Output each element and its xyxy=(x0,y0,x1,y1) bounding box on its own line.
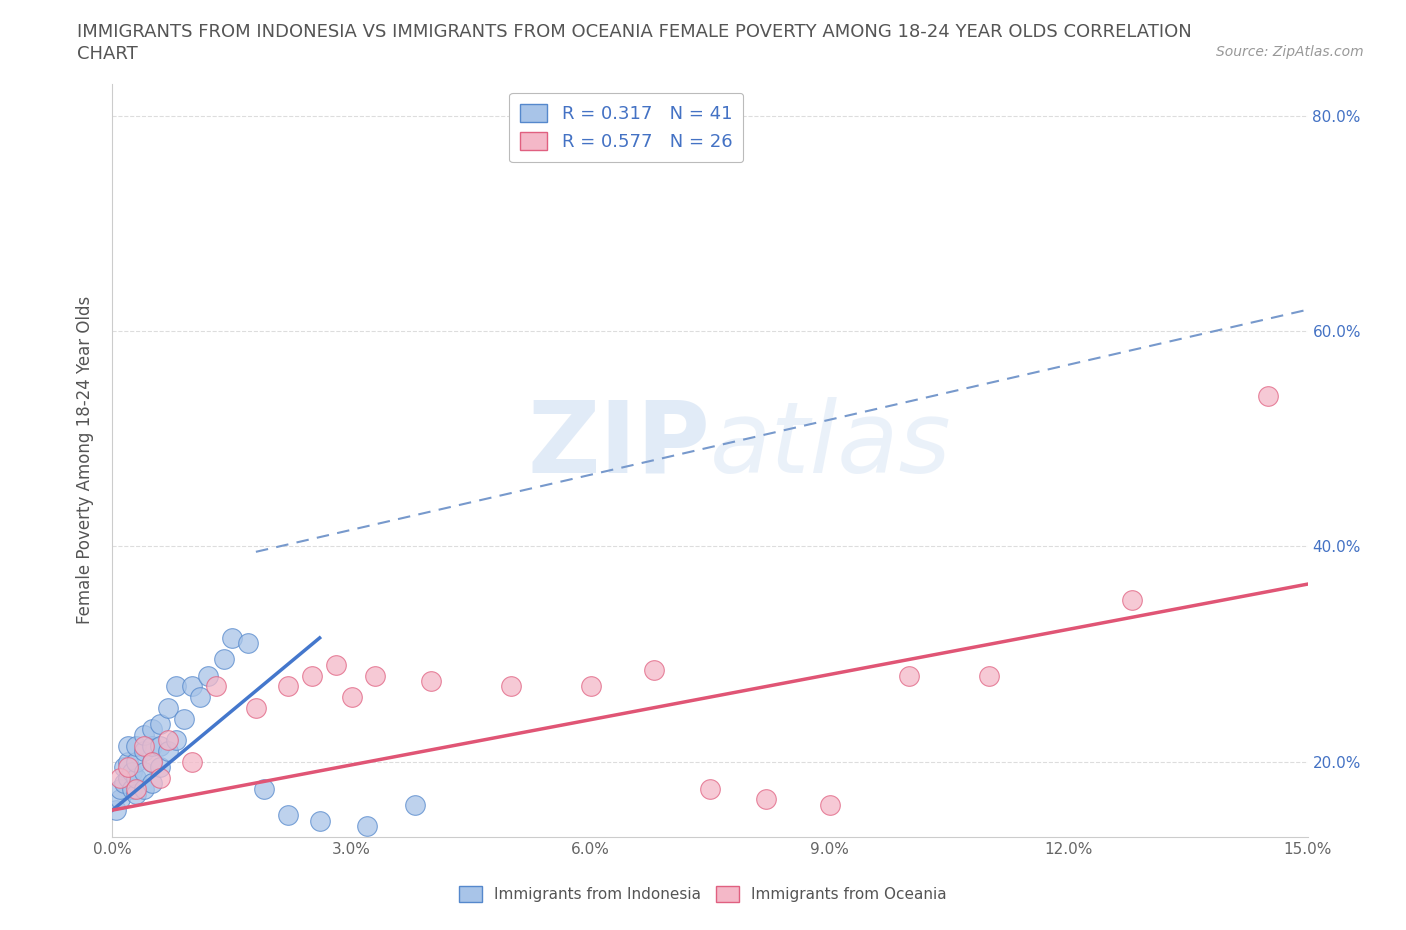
Point xyxy=(236,636,259,651)
Point xyxy=(110,781,132,796)
Point xyxy=(364,668,387,683)
Point xyxy=(205,679,228,694)
Text: CHART: CHART xyxy=(77,45,138,62)
Legend: R = 0.317   N = 41, R = 0.577   N = 26: R = 0.317 N = 41, R = 0.577 N = 26 xyxy=(509,93,744,162)
Point xyxy=(141,754,163,769)
Point xyxy=(1257,389,1279,404)
Point xyxy=(165,679,187,694)
Point xyxy=(134,765,156,780)
Point xyxy=(181,679,204,694)
Point xyxy=(898,668,921,683)
Point xyxy=(157,743,180,758)
Point xyxy=(117,738,139,753)
Point xyxy=(420,673,443,688)
Point xyxy=(221,631,243,645)
Point xyxy=(277,679,299,694)
Point xyxy=(117,754,139,769)
Point xyxy=(141,776,163,790)
Point xyxy=(125,781,148,796)
Legend: Immigrants from Indonesia, Immigrants from Oceania: Immigrants from Indonesia, Immigrants fr… xyxy=(453,880,953,909)
Point xyxy=(253,781,276,796)
Point xyxy=(117,760,139,775)
Point xyxy=(141,722,163,737)
Point xyxy=(114,760,135,775)
Point xyxy=(212,652,235,667)
Point xyxy=(165,733,187,748)
Point xyxy=(125,738,148,753)
Point xyxy=(141,754,163,769)
Point xyxy=(105,803,128,817)
Point xyxy=(110,792,132,807)
Point xyxy=(110,770,132,785)
Point xyxy=(141,738,163,753)
Point xyxy=(121,765,143,780)
Point xyxy=(404,797,426,812)
Point xyxy=(277,808,299,823)
Point xyxy=(117,770,139,785)
Point xyxy=(157,700,180,715)
Point xyxy=(308,814,330,829)
Point xyxy=(977,668,1000,683)
Point xyxy=(114,776,135,790)
Point xyxy=(579,679,602,694)
Point xyxy=(818,797,841,812)
Point xyxy=(125,770,148,785)
Point xyxy=(134,727,156,742)
Point xyxy=(149,760,172,775)
Text: ZIP: ZIP xyxy=(527,397,710,494)
Point xyxy=(245,700,267,715)
Point xyxy=(173,711,195,726)
Point xyxy=(325,658,347,672)
Point xyxy=(499,679,522,694)
Point xyxy=(157,733,180,748)
Point xyxy=(181,754,204,769)
Point xyxy=(643,663,665,678)
Point xyxy=(188,690,211,705)
Point xyxy=(134,743,156,758)
Text: atlas: atlas xyxy=(710,397,952,494)
Point xyxy=(149,770,172,785)
Point xyxy=(340,690,363,705)
Point xyxy=(301,668,323,683)
Point xyxy=(755,792,778,807)
Point xyxy=(125,787,148,802)
Point xyxy=(121,781,143,796)
Point xyxy=(699,781,721,796)
Point xyxy=(134,738,156,753)
Point xyxy=(149,738,172,753)
Point xyxy=(149,717,172,732)
Text: IMMIGRANTS FROM INDONESIA VS IMMIGRANTS FROM OCEANIA FEMALE POVERTY AMONG 18-24 : IMMIGRANTS FROM INDONESIA VS IMMIGRANTS … xyxy=(77,23,1192,41)
Point xyxy=(1121,592,1143,607)
Point xyxy=(356,818,378,833)
Point xyxy=(197,668,219,683)
Point xyxy=(125,754,148,769)
Y-axis label: Female Poverty Among 18-24 Year Olds: Female Poverty Among 18-24 Year Olds xyxy=(76,297,94,624)
Point xyxy=(134,781,156,796)
Text: Source: ZipAtlas.com: Source: ZipAtlas.com xyxy=(1216,45,1364,59)
